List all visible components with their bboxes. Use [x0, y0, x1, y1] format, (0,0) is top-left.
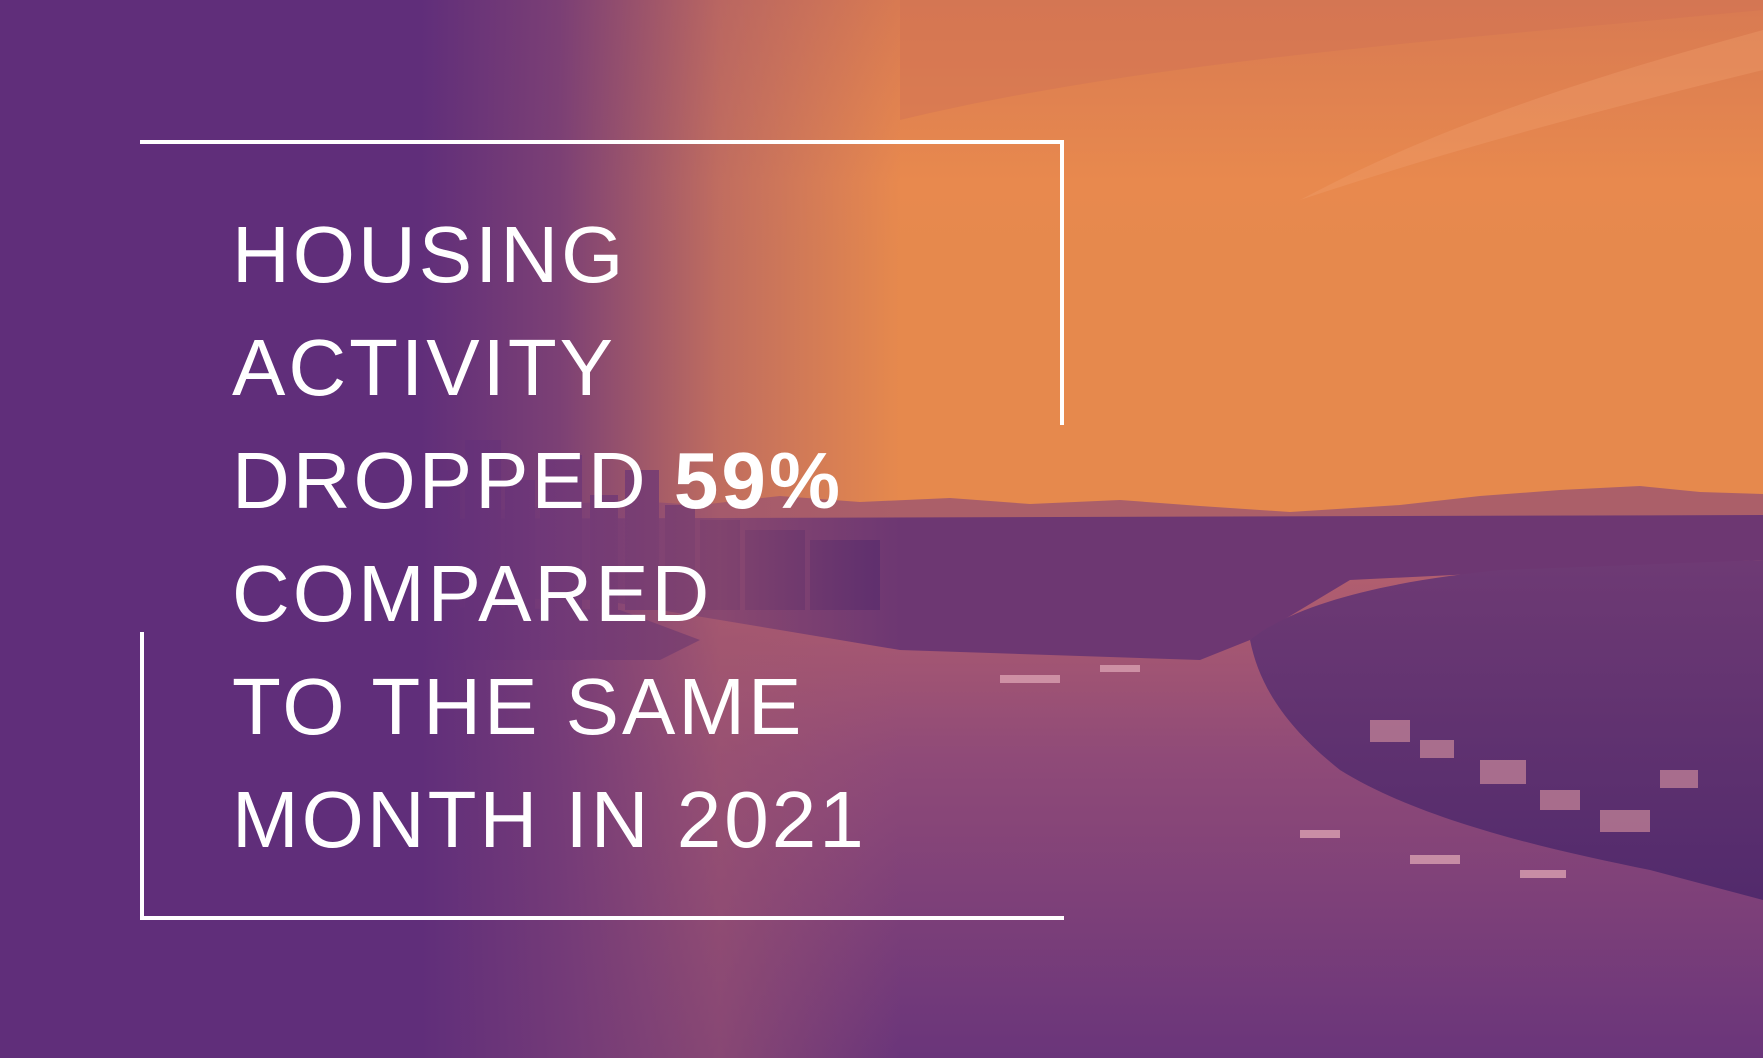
headline-line-3-text: DROPPED — [232, 436, 674, 525]
headline-line-2: ACTIVITY — [232, 323, 617, 412]
headline-line-1: HOUSING — [232, 210, 627, 299]
percent-stat: 59% — [673, 436, 843, 525]
headline: HOUSING ACTIVITY DROPPED 59% COMPARED TO… — [232, 198, 867, 876]
headline-line-6: MONTH IN 2021 — [232, 775, 867, 864]
headline-line-4: COMPARED — [232, 549, 713, 638]
headline-line-3: DROPPED 59% — [232, 424, 867, 537]
headline-line-5: TO THE SAME — [232, 662, 805, 751]
frame-bracket-bottom-left — [140, 632, 1064, 920]
frame-bracket-top-right — [140, 140, 1064, 425]
